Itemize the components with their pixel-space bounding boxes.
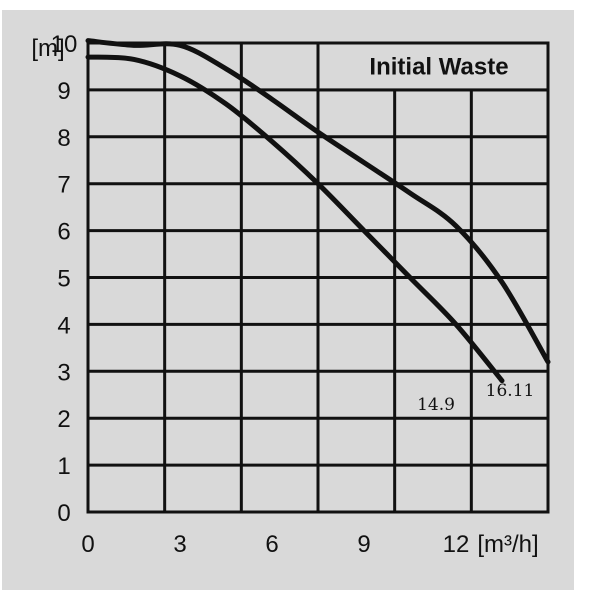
y-tick-label: 4 (57, 312, 70, 339)
y-tick-label: 2 (57, 406, 70, 433)
title-box (316, 41, 550, 92)
x-tick-label: 12 (443, 531, 470, 558)
x-tick-label: 6 (265, 531, 278, 558)
x-tick-label: 9 (357, 531, 370, 558)
curve-label-0: 14.9 (417, 395, 455, 415)
grid (86, 41, 550, 514)
y-tick-label: 5 (57, 266, 70, 293)
curve-label-1: 16.11 (486, 381, 535, 401)
y-tick-label: 7 (57, 172, 70, 199)
x-tick-label: 3 (173, 531, 186, 558)
y-tick-label: 10 (51, 31, 78, 58)
curve-0 (85, 54, 505, 384)
y-tick-label: 1 (57, 453, 70, 480)
chart-title: Initial Waste (369, 53, 508, 80)
y-axis-label: [m] (31, 35, 64, 62)
y-tick-label: 0 (57, 500, 70, 527)
y-tick-label: 3 (57, 359, 70, 386)
curves (85, 38, 551, 384)
y-tick-label: 9 (57, 78, 70, 105)
y-tick-label: 8 (57, 125, 70, 152)
x-axis-label: [m³/h] (477, 531, 538, 558)
y-tick-labels: 0 1 2 3 4 5 6 7 8 9 10 (51, 31, 78, 527)
curve-1 (85, 38, 551, 365)
x-tick-labels: 0 3 6 9 12 (81, 531, 469, 558)
x-tick-label: 0 (81, 531, 94, 558)
y-tick-label: 6 (57, 219, 70, 246)
curve-labels: 14.9 16.11 (417, 381, 534, 415)
